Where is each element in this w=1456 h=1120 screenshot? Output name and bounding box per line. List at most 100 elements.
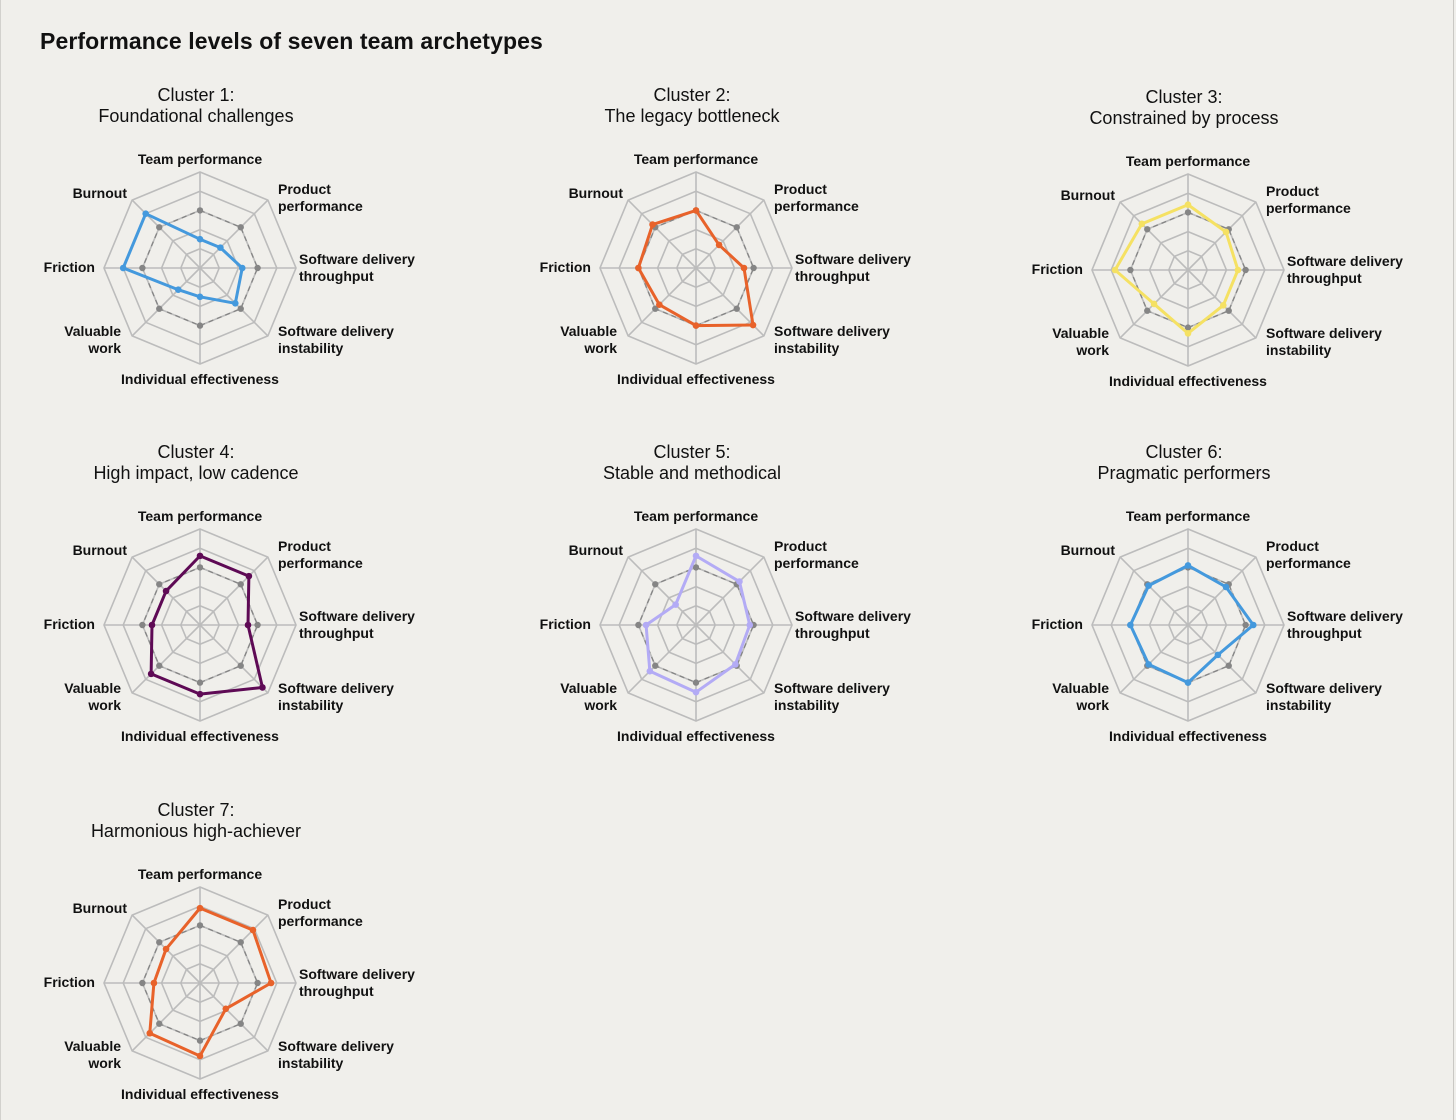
cluster-point (267, 979, 275, 987)
axis-label: Individual effectiveness (1109, 373, 1267, 389)
reference-series-line (141, 924, 259, 1042)
grid-spoke (627, 624, 697, 694)
radar-chart-cluster-5: Cluster 5:Stable and methodical Team perf… (540, 442, 911, 744)
cluster-point (740, 264, 748, 272)
axis-label: Software delivery throughput (1287, 608, 1403, 641)
grid-spoke (695, 199, 765, 269)
cluster-point (196, 904, 204, 912)
cluster-point (196, 235, 204, 243)
reference-point (139, 264, 146, 272)
axis-label: Individual effectiveness (121, 371, 279, 387)
cluster-point (245, 572, 253, 580)
grid-spoke (695, 556, 765, 626)
axis-label: Software delivery throughput (795, 251, 911, 284)
reference-point (156, 224, 163, 231)
grid-spoke (695, 624, 765, 694)
cluster-point (150, 979, 158, 987)
cluster-point (148, 621, 156, 629)
cluster-point (1145, 661, 1152, 668)
axis-label: Burnout (569, 542, 624, 558)
reference-point (254, 621, 261, 629)
chart-title-line1: Cluster 4: (157, 442, 234, 462)
axis-label: Software delivery throughput (1287, 253, 1403, 286)
frame-right-border (1453, 0, 1454, 1120)
cluster-point (692, 552, 700, 560)
reference-point (237, 939, 244, 946)
axis-label: Burnout (569, 185, 624, 201)
cluster-point (119, 264, 127, 272)
axis-label: Product performance (278, 538, 363, 571)
axis-label: Software delivery instability (774, 323, 890, 356)
axis-label: Burnout (1061, 187, 1116, 203)
cluster-point (692, 322, 700, 329)
chart-title-line2: The legacy bottleneck (604, 106, 780, 126)
axis-label: Software delivery throughput (299, 608, 415, 641)
cluster-point (1222, 228, 1230, 236)
axis-label: Valuable work (560, 323, 617, 356)
cluster-point (259, 684, 266, 691)
cluster-point (174, 286, 182, 294)
axis-label: Software delivery throughput (299, 251, 415, 284)
axis-label: Product performance (774, 538, 859, 571)
cluster-point (646, 667, 654, 675)
cluster-point (238, 264, 246, 272)
axis-label: Team performance (634, 151, 758, 167)
chart-title-line2: Foundational challenges (98, 106, 293, 126)
axis-label: Valuable work (64, 680, 121, 713)
radar-chart-cluster-3: Cluster 3:Constrained by process Team per… (1032, 87, 1403, 389)
cluster-point (142, 210, 149, 217)
cluster-point (1111, 266, 1119, 274)
cluster-point (1145, 582, 1152, 589)
axis-label: Valuable work (64, 1038, 121, 1071)
reference-point (139, 979, 146, 987)
reference-point (1144, 307, 1151, 314)
cluster-point (196, 293, 204, 301)
axis-label: Software delivery throughput (299, 966, 415, 999)
radar-chart-cluster-7: Cluster 7:Harmonious high-achiever Team p… (44, 800, 415, 1102)
reference-point (156, 1020, 163, 1027)
reference-point (750, 264, 757, 272)
reference-point (156, 662, 163, 669)
axis-label: Burnout (1061, 542, 1116, 558)
reference-point (156, 305, 163, 312)
cluster-point (1184, 679, 1192, 686)
reference-point (237, 662, 244, 669)
axis-label: Software delivery instability (1266, 680, 1382, 713)
grid-spoke (1187, 556, 1257, 626)
reference-point (254, 979, 261, 987)
cluster-point (1127, 621, 1134, 629)
cluster-point (249, 926, 257, 934)
axis-label: Burnout (73, 542, 128, 558)
grid-spoke (131, 267, 201, 337)
reference-point (196, 207, 204, 214)
axis-label: Burnout (73, 185, 128, 201)
cluster-point (244, 621, 252, 629)
cluster-point (196, 690, 204, 698)
cluster-point (715, 241, 723, 249)
cluster-point (732, 661, 739, 668)
reference-point (237, 224, 244, 231)
axis-label: Team performance (1126, 153, 1250, 169)
grid-spoke (199, 624, 269, 694)
axis-label: Valuable work (64, 323, 121, 356)
reference-series-line (637, 209, 755, 327)
cluster-point (642, 621, 650, 629)
axis-label: Individual effectiveness (1109, 728, 1267, 744)
axis-label: Product performance (278, 896, 363, 929)
reference-point (237, 305, 244, 312)
radar-chart-cluster-6: Cluster 6:Pragmatic performers Team perfo… (1032, 442, 1403, 744)
reference-point (733, 305, 740, 312)
axis-label: Product performance (774, 181, 859, 214)
reference-point (196, 679, 204, 686)
axis-label: Team performance (634, 508, 758, 524)
reference-point (196, 564, 204, 571)
radar-chart-cluster-4: Cluster 4:High impact, low cadence Team p… (44, 442, 415, 744)
grid-spoke (627, 199, 697, 269)
cluster-point (162, 587, 170, 595)
chart-title-line2: Constrained by process (1089, 108, 1278, 128)
grid-spoke (1119, 624, 1189, 694)
cluster-point (1249, 621, 1257, 629)
axis-label: Friction (540, 616, 591, 632)
axis-label: Burnout (73, 900, 128, 916)
axis-label: Individual effectiveness (617, 371, 775, 387)
